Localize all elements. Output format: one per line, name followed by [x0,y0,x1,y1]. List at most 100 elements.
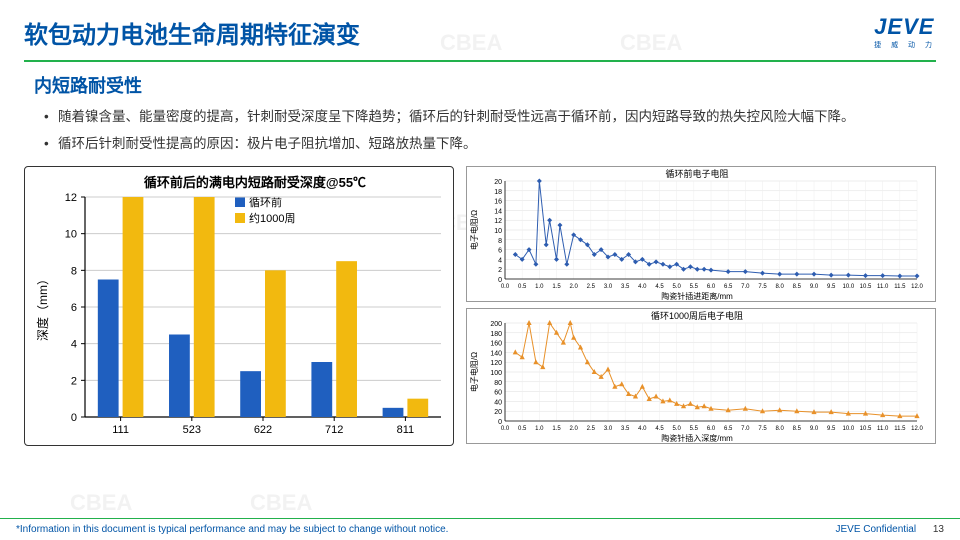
divider [24,60,936,62]
svg-text:11.5: 11.5 [894,284,906,290]
svg-text:10.0: 10.0 [842,426,854,432]
svg-text:3.0: 3.0 [604,426,613,432]
svg-text:100: 100 [490,370,502,377]
bullet-item: 循环后针刺耐受性提高的原因：极片电子阻抗增加、短路放热量下降。 [44,133,916,156]
svg-text:5.0: 5.0 [672,284,681,290]
svg-text:10.0: 10.0 [842,284,854,290]
svg-text:18: 18 [494,189,502,196]
svg-text:7.0: 7.0 [741,284,750,290]
svg-text:陶瓷针插入深度/mm: 陶瓷针插入深度/mm [661,433,733,443]
svg-text:1.0: 1.0 [535,284,544,290]
svg-text:8.5: 8.5 [793,284,802,290]
charts-row: 循环前后的满电内短路耐受深度@55℃循环前约1000周024681012深度（m… [0,166,960,446]
svg-text:712: 712 [325,424,343,436]
watermark: CBEA [70,490,132,516]
svg-text:4: 4 [498,257,502,264]
svg-text:4.0: 4.0 [638,284,647,290]
bar-chart: 循环前后的满电内短路耐受深度@55℃循环前约1000周024681012深度（m… [24,166,454,446]
subtitle: 内短路耐受性 [0,72,960,106]
svg-text:0.5: 0.5 [518,426,527,432]
svg-text:12.0: 12.0 [911,284,923,290]
svg-text:2.5: 2.5 [587,426,596,432]
svg-text:180: 180 [490,331,502,338]
svg-text:0: 0 [498,277,502,284]
svg-text:2: 2 [71,375,77,387]
svg-text:200: 200 [490,321,502,328]
svg-text:约1000周: 约1000周 [249,212,295,225]
svg-text:3.5: 3.5 [621,284,630,290]
svg-text:4: 4 [71,339,77,351]
line-chart-top: 循环前电子电阻024681012141618200.00.51.01.52.02… [466,166,936,302]
svg-text:5.5: 5.5 [690,426,699,432]
svg-text:140: 140 [490,350,502,357]
svg-text:12.0: 12.0 [911,426,923,432]
footer-page: 13 [933,524,944,535]
svg-text:3.0: 3.0 [604,284,613,290]
svg-text:11.0: 11.0 [877,284,889,290]
svg-text:0.0: 0.0 [501,284,510,290]
svg-text:2.0: 2.0 [569,426,578,432]
svg-text:20: 20 [494,409,502,416]
bullet-item: 随着镍含量、能量密度的提高，针刺耐受深度呈下降趋势；循环后的针刺耐受性远高于循环… [44,106,916,129]
svg-text:9.5: 9.5 [827,284,836,290]
svg-text:811: 811 [397,424,415,436]
svg-text:11.0: 11.0 [877,426,889,432]
svg-text:陶瓷针插进距离/mm: 陶瓷针插进距离/mm [661,291,733,301]
svg-text:523: 523 [183,424,201,436]
svg-text:8.0: 8.0 [775,284,784,290]
svg-text:1.5: 1.5 [552,284,561,290]
svg-text:电子电阻/Ω: 电子电阻/Ω [469,210,479,250]
bullet-list: 随着镍含量、能量密度的提高，针刺耐受深度呈下降趋势；循环后的针刺耐受性远高于循环… [0,106,960,166]
watermark: CBEA [250,490,312,516]
svg-text:12: 12 [65,192,77,204]
svg-text:0.0: 0.0 [501,426,510,432]
svg-text:6: 6 [71,302,77,314]
svg-text:80: 80 [494,380,502,387]
svg-text:电子电阻/Ω: 电子电阻/Ω [469,352,479,392]
svg-text:0: 0 [498,419,502,426]
header: 软包动力电池生命周期特征演变 JEVE 捷 威 动 力 [0,0,960,56]
svg-text:11.5: 11.5 [894,426,906,432]
svg-text:8.0: 8.0 [775,426,784,432]
svg-text:8.5: 8.5 [793,426,802,432]
svg-text:2.0: 2.0 [569,284,578,290]
svg-text:16: 16 [494,198,502,205]
page-title: 软包动力电池生命周期特征演变 [24,15,360,50]
svg-text:622: 622 [254,424,272,436]
svg-text:4.0: 4.0 [638,426,647,432]
svg-text:12: 12 [494,218,502,225]
svg-text:循环前电子电阻: 循环前电子电阻 [665,168,728,179]
svg-text:60: 60 [494,389,502,396]
svg-text:6.0: 6.0 [707,284,716,290]
svg-text:120: 120 [490,360,502,367]
line-chart-bottom: 循环1000周后电子电阻0204060801001201401601802000… [466,308,936,444]
svg-text:6.0: 6.0 [707,426,716,432]
svg-text:循环前后的满电内短路耐受深度@55℃: 循环前后的满电内短路耐受深度@55℃ [144,175,366,190]
svg-text:6.5: 6.5 [724,284,733,290]
svg-text:5.0: 5.0 [672,426,681,432]
svg-text:10: 10 [65,229,77,241]
svg-text:3.5: 3.5 [621,426,630,432]
svg-text:1.5: 1.5 [552,426,561,432]
svg-text:160: 160 [490,340,502,347]
svg-text:10: 10 [494,228,502,235]
svg-text:1.0: 1.0 [535,426,544,432]
svg-text:8: 8 [71,265,77,277]
svg-text:14: 14 [494,208,502,215]
svg-text:循环1000周后电子电阻: 循环1000周后电子电阻 [651,310,743,321]
svg-text:7.5: 7.5 [758,426,767,432]
svg-text:20: 20 [494,179,502,186]
svg-text:8: 8 [498,238,502,245]
svg-text:4.5: 4.5 [655,284,664,290]
line-charts-column: 循环前电子电阻024681012141618200.00.51.01.52.02… [466,166,936,446]
svg-text:9.5: 9.5 [827,426,836,432]
svg-text:0: 0 [71,412,77,424]
svg-text:2.5: 2.5 [587,284,596,290]
svg-text:7.5: 7.5 [758,284,767,290]
svg-text:111: 111 [112,424,129,436]
svg-text:10.5: 10.5 [860,426,872,432]
footer-disclaimer: *Information in this document is typical… [16,524,448,535]
svg-text:4.5: 4.5 [655,426,664,432]
footer-confidential: JEVE Confidential [835,524,916,535]
svg-text:9.0: 9.0 [810,426,819,432]
